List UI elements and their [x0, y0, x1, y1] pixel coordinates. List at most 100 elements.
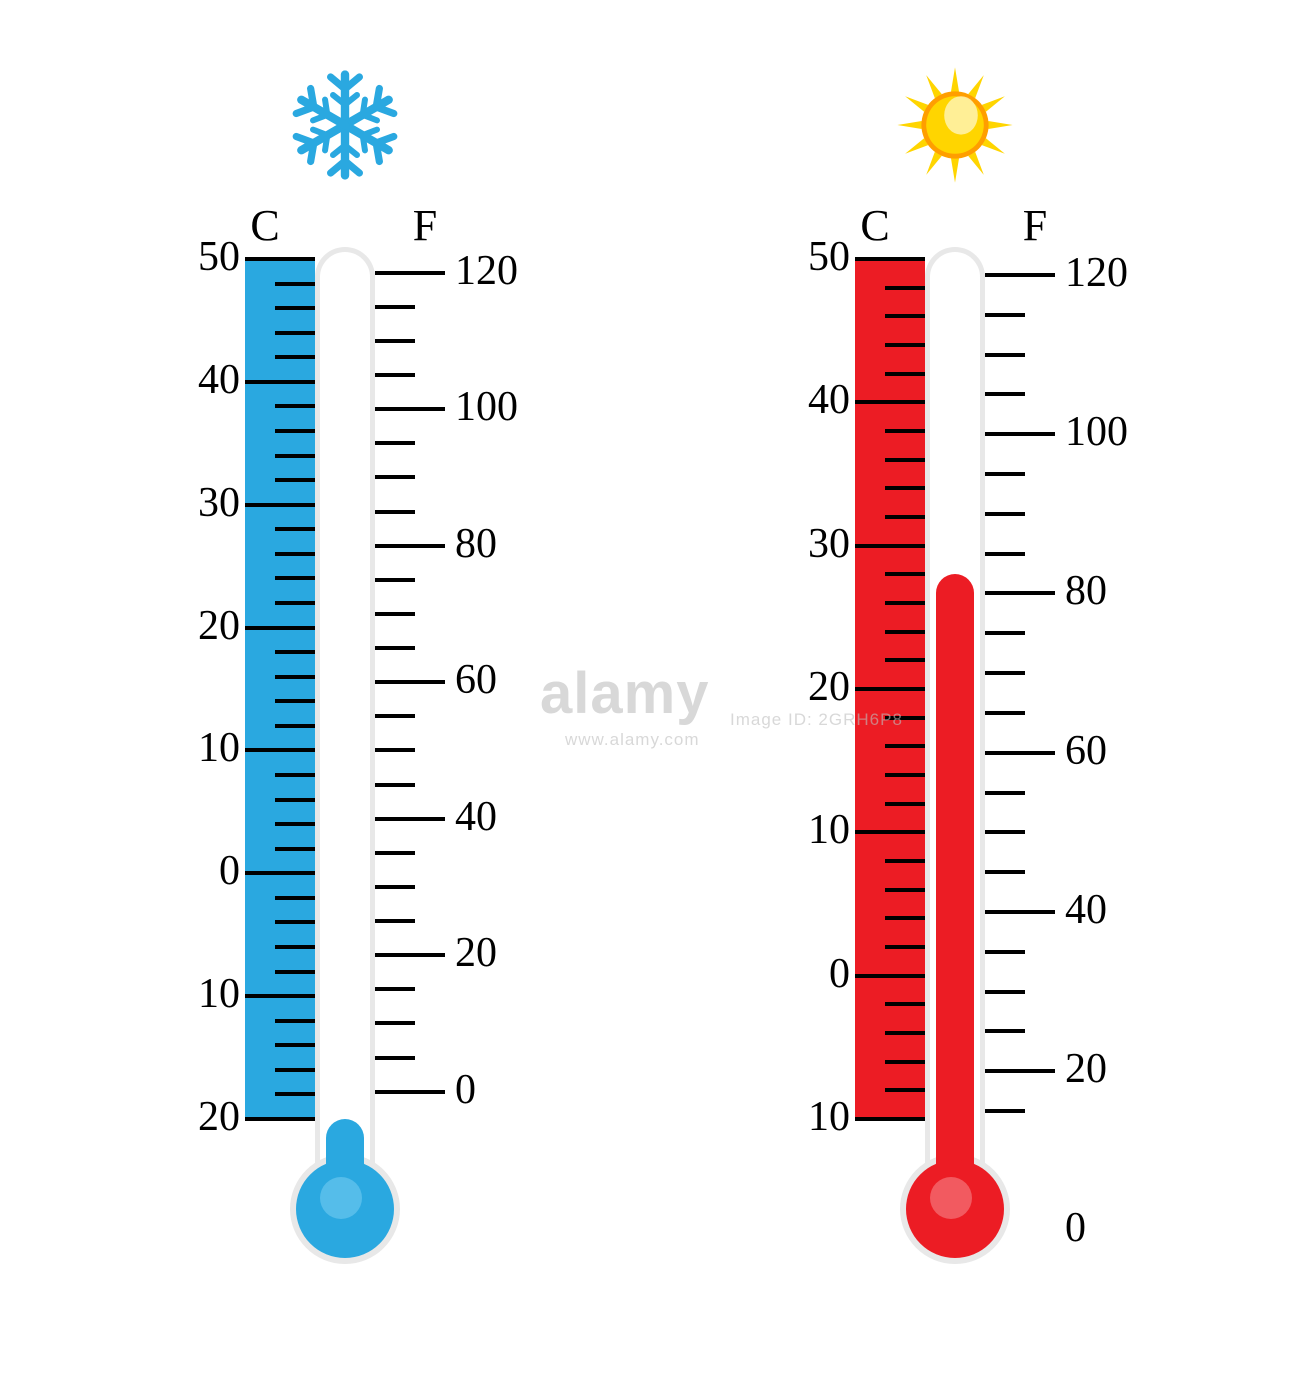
thermometer-body-hot: 5040302010010120100806040200: [740, 259, 1170, 1259]
fahrenheit-label: F: [405, 200, 445, 251]
celsius-tick: [245, 257, 315, 261]
celsius-tick: [885, 429, 925, 433]
fahrenheit-label: F: [1015, 200, 1055, 251]
celsius-tick-label: 20: [760, 663, 850, 711]
celsius-tick-label: 0: [150, 847, 240, 895]
celsius-tick: [855, 400, 925, 404]
celsius-tick: [885, 802, 925, 806]
celsius-tick: [275, 355, 315, 359]
fahrenheit-tick: [375, 851, 415, 855]
celsius-tick: [885, 630, 925, 634]
fahrenheit-tick: [375, 680, 445, 684]
celsius-tick: [885, 1031, 925, 1035]
fahrenheit-tick: [375, 510, 415, 514]
fahrenheit-tick: [375, 953, 445, 957]
fahrenheit-tick: [375, 783, 415, 787]
celsius-tick: [885, 658, 925, 662]
fahrenheit-tick: [985, 631, 1025, 635]
celsius-tick: [855, 544, 925, 548]
celsius-tick: [275, 1068, 315, 1072]
celsius-tick: [885, 888, 925, 892]
celsius-tick: [275, 945, 315, 949]
celsius-tick: [885, 458, 925, 462]
watermark-id: Image ID: 2GRH6P8: [730, 710, 903, 730]
fahrenheit-tick: [985, 950, 1025, 954]
fahrenheit-tick: [375, 475, 415, 479]
celsius-tick-label: 20: [150, 1093, 240, 1141]
celsius-tick: [275, 699, 315, 703]
celsius-tick: [885, 773, 925, 777]
snowflake-icon: [285, 60, 405, 190]
celsius-scale-bg: [245, 259, 315, 1119]
celsius-tick-label: 50: [760, 233, 850, 281]
watermark-site: www.alamy.com: [565, 730, 700, 750]
celsius-tick: [855, 1117, 925, 1121]
celsius-tick: [275, 1019, 315, 1023]
fahrenheit-tick-label: 80: [455, 520, 497, 568]
fahrenheit-tick: [985, 751, 1055, 755]
celsius-tick: [245, 994, 315, 998]
sun-icon: [895, 60, 1015, 190]
celsius-tick: [275, 920, 315, 924]
celsius-tick-label: 10: [150, 970, 240, 1018]
fahrenheit-tick: [375, 578, 415, 582]
fahrenheit-tick: [375, 339, 415, 343]
fahrenheit-tick-label: 120: [455, 247, 518, 295]
celsius-tick-label: 40: [150, 356, 240, 404]
watermark-brand: alamy: [540, 660, 709, 727]
celsius-tick: [885, 1060, 925, 1064]
celsius-tick: [885, 486, 925, 490]
hot-thermometer: C F 5040302010010120100806040200: [740, 60, 1170, 1259]
celsius-tick: [275, 331, 315, 335]
thermometer-body-cold: 504030201001020120100806040200: [130, 259, 560, 1259]
celsius-tick: [275, 1092, 315, 1096]
fahrenheit-tick: [985, 313, 1025, 317]
fahrenheit-tick: [985, 1109, 1025, 1113]
fahrenheit-tick-label: 20: [455, 929, 497, 977]
celsius-tick-label: 40: [760, 376, 850, 424]
fahrenheit-tick: [375, 987, 415, 991]
fahrenheit-tick: [375, 271, 445, 275]
celsius-tick: [885, 859, 925, 863]
fahrenheit-tick: [375, 748, 415, 752]
fahrenheit-tick-label: 120: [1065, 249, 1128, 297]
celsius-tick: [245, 626, 315, 630]
fahrenheit-tick: [375, 885, 415, 889]
celsius-tick: [885, 1002, 925, 1006]
celsius-tick: [245, 1117, 315, 1121]
fahrenheit-tick: [375, 373, 415, 377]
bulb-highlight: [320, 1177, 362, 1219]
fahrenheit-tick: [985, 353, 1025, 357]
celsius-tick-label: 0: [760, 950, 850, 998]
celsius-tick-label: 10: [150, 724, 240, 772]
celsius-tick: [275, 650, 315, 654]
fahrenheit-tick: [985, 591, 1055, 595]
celsius-tick: [885, 744, 925, 748]
celsius-tick-label: 10: [760, 806, 850, 854]
celsius-label: C: [245, 200, 285, 251]
celsius-tick: [275, 896, 315, 900]
celsius-tick: [275, 1043, 315, 1047]
celsius-tick: [855, 974, 925, 978]
fahrenheit-tick-label: 100: [455, 383, 518, 431]
celsius-tick: [275, 404, 315, 408]
fahrenheit-tick: [375, 1056, 415, 1060]
celsius-tick: [885, 1088, 925, 1092]
tube-highlight: [936, 261, 952, 321]
fahrenheit-tick: [985, 870, 1025, 874]
celsius-tick: [885, 515, 925, 519]
celsius-tick: [275, 847, 315, 851]
fahrenheit-tick-label: 0: [1065, 1204, 1086, 1252]
fahrenheit-tick-label: 0: [455, 1066, 476, 1114]
fahrenheit-tick: [985, 1069, 1055, 1073]
celsius-tick: [885, 343, 925, 347]
fahrenheit-tick: [985, 512, 1025, 516]
fahrenheit-tick: [375, 407, 445, 411]
celsius-tick: [885, 286, 925, 290]
fahrenheit-tick-label: 60: [455, 656, 497, 704]
fahrenheit-tick: [375, 305, 415, 309]
celsius-tick-label: 50: [150, 233, 240, 281]
fahrenheit-tick: [985, 1029, 1025, 1033]
celsius-tick: [275, 798, 315, 802]
celsius-tick: [245, 503, 315, 507]
